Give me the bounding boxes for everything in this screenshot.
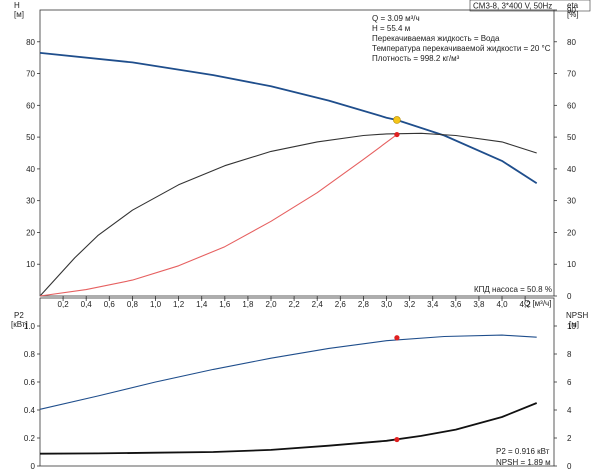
- annotation-efficiency: КПД насоса = 50.8 %: [474, 285, 552, 294]
- x-tick-label: 2,6: [335, 300, 347, 309]
- annotation-npsh: NPSH = 1.89 м: [496, 458, 551, 467]
- lower-left-axis-label: P2: [14, 311, 24, 320]
- operating-info: Q = 3.09 м³/ч H = 55.4 м Перекачиваемая …: [372, 14, 551, 63]
- upper-series-2-line: [39, 134, 398, 297]
- upper-left-tick-label: 30: [26, 197, 35, 206]
- upper-right-tick-label: 20: [567, 228, 576, 237]
- lower-plot-frame: [39, 297, 555, 467]
- x-tick-label: 3,4: [427, 300, 439, 309]
- upper-right-tick-label: 40: [567, 165, 576, 174]
- lower-right-tick-label: 6: [567, 378, 572, 387]
- operating-point: [393, 116, 401, 124]
- lower-right-axis-label: NPSH: [566, 311, 588, 320]
- upper-right-tick-label: 0: [567, 292, 572, 301]
- x-tick-label: 1,8: [242, 300, 254, 309]
- x-tick-label: 4,0: [496, 300, 508, 309]
- upper-right-tick-label: 10: [567, 260, 576, 269]
- efficiency-point: [394, 131, 400, 138]
- x-tick-label: 0,4: [81, 300, 93, 309]
- x-tick-label: 2,2: [289, 300, 301, 309]
- lower-right-tick-label: 8: [567, 350, 572, 359]
- pump-label: CM3-8, 3*400 V, 50Hz: [473, 2, 552, 11]
- annotation-temperature: Температура перекачиваемой жидкости = 20…: [372, 44, 551, 53]
- upper-series-0-line: [39, 52, 538, 184]
- x-tick-label: 2,0: [265, 300, 277, 309]
- x-tick-label: 3,0: [381, 300, 393, 309]
- upper-plot-frame: [39, 9, 555, 297]
- lower-series-1-line: [39, 402, 538, 455]
- lower-right-tick-label: 4: [567, 406, 572, 415]
- x-tick-label: 1,4: [196, 300, 208, 309]
- upper-left-tick-label: 20: [26, 228, 35, 237]
- upper-right-tick-label: 60: [567, 101, 576, 110]
- lower-left-tick-label: 0.6: [24, 378, 36, 387]
- pump-label-box: CM3-8, 3*400 V, 50Hz: [469, 0, 591, 12]
- x-tick-label: 3,8: [473, 300, 485, 309]
- upper-right-axis-unit: [%]: [567, 10, 579, 19]
- x-tick-label: 2,4: [312, 300, 324, 309]
- upper-right-tick-label: 50: [567, 133, 576, 142]
- upper-left-axis-unit: [м]: [14, 10, 24, 19]
- lower-left-tick-label: 0.4: [24, 406, 36, 415]
- lower-right-tick-label: 2: [567, 434, 572, 443]
- lower-right-tick-label: 10: [567, 322, 576, 331]
- x-tick-label: 4,2: [520, 300, 532, 309]
- upper-left-axis-label: H: [14, 1, 20, 10]
- lower-duty-point-1: [394, 436, 400, 443]
- lower-duty-point-0: [394, 335, 400, 341]
- lower-left-axis-unit: [кВт]: [11, 320, 28, 329]
- x-tick-label: 3,6: [450, 300, 462, 309]
- lower-right-tick-label: 0: [567, 462, 572, 471]
- upper-left-tick-label: 50: [26, 133, 35, 142]
- annotation-q: Q = 3.09 м³/ч: [372, 14, 420, 23]
- upper-right-tick-label: 90: [567, 6, 576, 15]
- lower-series-0-line: [39, 334, 537, 410]
- upper-right-tick-label: 70: [567, 70, 576, 79]
- x-axis-label: Q [м³/ч]: [524, 299, 551, 308]
- x-tick-label: 3,2: [404, 300, 416, 309]
- upper-left-tick-label: 70: [26, 70, 35, 79]
- x-tick-label: 1,0: [150, 300, 162, 309]
- upper-series-1-line: [39, 132, 537, 297]
- upper-left-tick-label: 40: [26, 165, 35, 174]
- upper-left-tick-label: 60: [26, 101, 35, 110]
- lower-left-tick-label: 0.8: [24, 350, 36, 359]
- lower-right-axis-unit: [м]: [569, 320, 579, 329]
- x-tick-label: 0,8: [127, 300, 139, 309]
- x-tick-label: 2,8: [358, 300, 370, 309]
- lower-left-tick-label: 1.0: [24, 322, 36, 331]
- lower-left-tick-label: 0: [31, 462, 36, 471]
- annotation-density: Плотность = 998.2 кг/м³: [372, 54, 460, 63]
- x-tick-label: 1,6: [219, 300, 231, 309]
- lower-left-tick-label: 0.2: [24, 434, 36, 443]
- upper-right-tick-label: 80: [567, 38, 576, 47]
- annotation-p2: P2 = 0.916 кВт: [496, 447, 550, 456]
- x-tick-label: 0,6: [104, 300, 116, 309]
- upper-left-tick-label: 80: [26, 38, 35, 47]
- annotation-liquid: Перекачиваемая жидкость = Вода: [372, 34, 500, 43]
- annotation-h: H = 55.4 м: [372, 24, 410, 33]
- x-tick-label: 0,2: [58, 300, 70, 309]
- upper-right-axis-label: eta: [567, 1, 579, 10]
- upper-right-tick-label: 30: [567, 197, 576, 206]
- upper-left-tick-label: 10: [26, 260, 35, 269]
- x-tick-label: 1,2: [173, 300, 185, 309]
